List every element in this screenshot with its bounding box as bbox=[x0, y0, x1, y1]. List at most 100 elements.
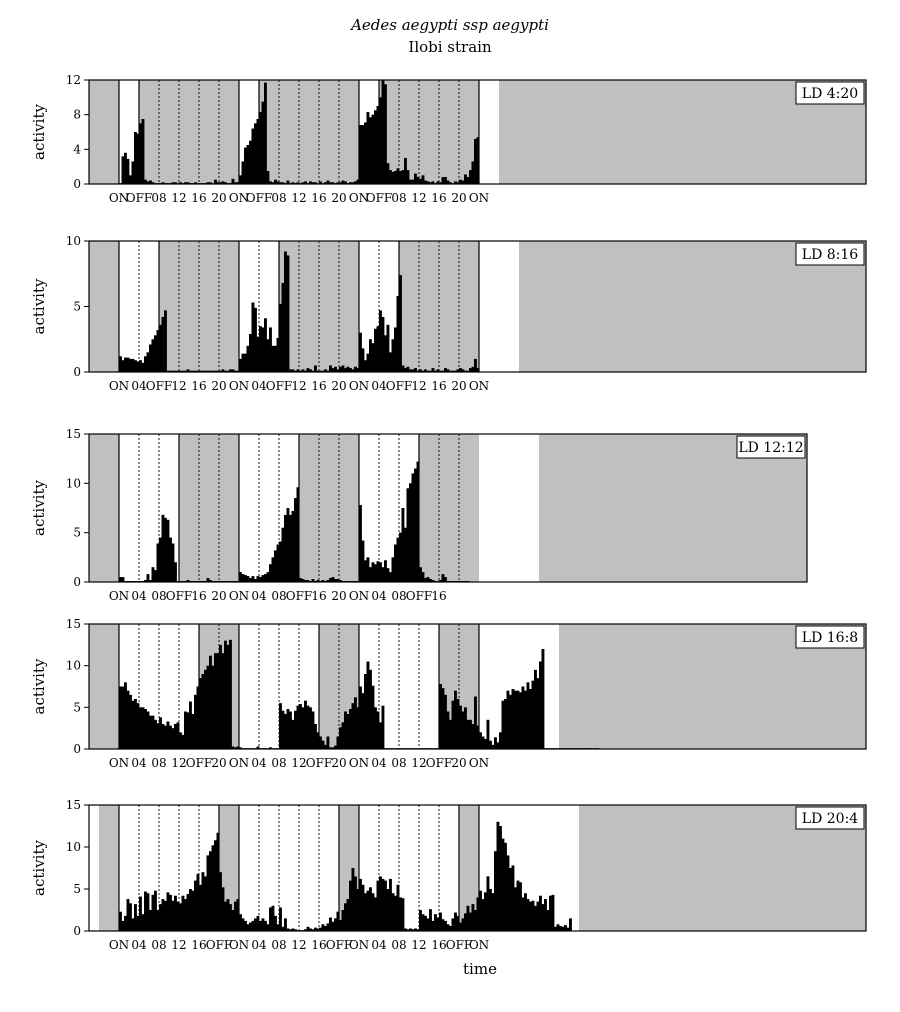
activity-bar bbox=[281, 182, 285, 184]
activity-bar bbox=[174, 895, 177, 931]
x-tick-label: 20 bbox=[211, 589, 226, 603]
x-tick-label: ON bbox=[349, 191, 369, 205]
activity-bar bbox=[216, 653, 220, 749]
activity-bar bbox=[254, 579, 257, 582]
activity-bar bbox=[219, 370, 222, 372]
activity-bar bbox=[139, 123, 142, 184]
activity-bar bbox=[476, 725, 480, 749]
activity-bar bbox=[459, 368, 462, 372]
activity-bar bbox=[371, 562, 375, 582]
activity-bar bbox=[211, 370, 215, 372]
activity-bar bbox=[174, 182, 177, 184]
activity-bar bbox=[274, 915, 277, 931]
activity-bar bbox=[244, 147, 247, 184]
activity-bar bbox=[491, 744, 495, 749]
activity-bar bbox=[281, 282, 285, 372]
x-tick-label: 04 bbox=[251, 756, 267, 770]
activity-bar bbox=[361, 693, 365, 749]
y-tick-label: 0 bbox=[73, 575, 81, 589]
activity-bar bbox=[326, 736, 330, 749]
activity-bar bbox=[524, 690, 527, 749]
activity-bar bbox=[226, 370, 230, 372]
x-tick-label: 04 bbox=[371, 938, 387, 952]
activity-bar bbox=[241, 918, 245, 931]
activity-bar bbox=[254, 123, 257, 184]
activity-bar bbox=[441, 919, 445, 931]
activity-bar bbox=[464, 174, 467, 184]
activity-bar bbox=[401, 170, 405, 184]
activity-bar bbox=[469, 170, 472, 184]
activity-bar bbox=[286, 508, 290, 582]
panel-plot-area bbox=[89, 624, 866, 749]
panel-plot-area bbox=[89, 241, 866, 372]
activity-bar bbox=[261, 575, 265, 582]
activity-bar bbox=[286, 255, 290, 372]
activity-bar bbox=[336, 736, 340, 749]
x-tick-label: 04 bbox=[131, 756, 147, 770]
x-tick-label: 04 bbox=[131, 589, 147, 603]
activity-bar bbox=[316, 928, 320, 931]
activity-bar bbox=[144, 356, 147, 372]
activity-bar bbox=[324, 925, 327, 931]
activity-bar bbox=[291, 369, 295, 372]
activity-bar bbox=[406, 366, 410, 372]
activity-bar bbox=[479, 890, 482, 931]
light-phase bbox=[0, 80, 19, 184]
activity-bar bbox=[369, 887, 372, 931]
activity-bar bbox=[416, 929, 420, 931]
activity-bar bbox=[131, 700, 135, 749]
activity-bar bbox=[169, 725, 172, 749]
activity-bar bbox=[301, 369, 305, 372]
activity-bar bbox=[241, 161, 245, 184]
activity-bar bbox=[444, 177, 447, 184]
activity-bar bbox=[559, 925, 562, 931]
activity-bar bbox=[309, 928, 312, 931]
activity-bar bbox=[411, 929, 415, 931]
y-tick-label: 12 bbox=[66, 73, 81, 87]
x-tick-label: 16 bbox=[191, 589, 206, 603]
x-tick-label: 16 bbox=[191, 191, 206, 205]
x-tick-label: 16 bbox=[431, 191, 446, 205]
x-tick-label: OFF bbox=[366, 191, 393, 205]
activity-bar bbox=[471, 904, 475, 931]
activity-bar bbox=[381, 878, 385, 931]
activity-bar bbox=[131, 918, 135, 931]
y-axis-label: activity bbox=[30, 104, 48, 160]
activity-bar bbox=[191, 370, 195, 372]
activity-bar bbox=[426, 918, 430, 931]
activity-bar bbox=[406, 488, 410, 582]
activity-bar bbox=[354, 181, 357, 184]
activity-bar bbox=[526, 682, 530, 749]
activity-bar bbox=[419, 178, 422, 184]
activity-bar bbox=[321, 580, 325, 582]
activity-bar bbox=[314, 927, 317, 931]
activity-bar bbox=[301, 182, 305, 184]
activity-bar bbox=[151, 715, 155, 749]
x-tick-label: 20 bbox=[451, 379, 466, 393]
activity-bar bbox=[201, 872, 205, 931]
activity-bar bbox=[509, 868, 512, 931]
activity-bar bbox=[276, 337, 280, 372]
activity-bar bbox=[436, 917, 440, 931]
activity-bar bbox=[271, 345, 275, 372]
activity-bar bbox=[269, 181, 272, 184]
activity-bar bbox=[304, 580, 307, 582]
activity-bar bbox=[351, 182, 355, 184]
activity-bar bbox=[284, 514, 287, 582]
activity-bar bbox=[396, 168, 400, 184]
activity-bar bbox=[466, 177, 470, 184]
x-tick-label: 16 bbox=[311, 191, 326, 205]
activity-bar bbox=[424, 180, 427, 184]
x-tick-label: 16 bbox=[431, 938, 446, 952]
activity-bar bbox=[386, 163, 390, 184]
activity-bar bbox=[491, 893, 495, 931]
activity-bar bbox=[319, 370, 322, 372]
activity-bar bbox=[469, 719, 472, 749]
activity-bar bbox=[451, 700, 455, 749]
x-tick-label: ON bbox=[109, 379, 129, 393]
activity-bar bbox=[519, 692, 522, 749]
activity-bar bbox=[166, 892, 170, 931]
activity-bar bbox=[306, 705, 310, 749]
activity-bar bbox=[374, 707, 377, 749]
y-tick-label: 0 bbox=[73, 177, 81, 191]
